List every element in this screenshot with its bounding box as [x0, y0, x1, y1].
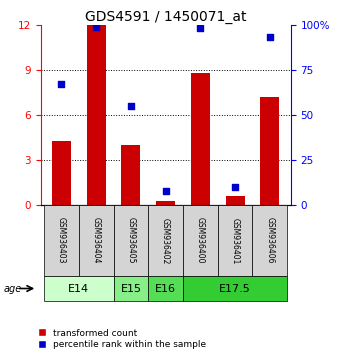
Text: E14: E14	[68, 284, 89, 293]
Point	[93, 24, 99, 29]
Text: GSM936406: GSM936406	[265, 217, 274, 264]
Bar	[225, 196, 245, 205]
Bar	[79, 205, 114, 276]
Point	[267, 35, 272, 40]
Bar	[114, 276, 148, 301]
Bar	[52, 141, 71, 205]
Bar	[252, 205, 287, 276]
Bar	[183, 205, 218, 276]
Bar	[191, 73, 210, 205]
Text: GSM936405: GSM936405	[126, 217, 136, 264]
Point	[128, 103, 134, 109]
Bar	[44, 205, 79, 276]
Point	[59, 81, 64, 87]
Point	[163, 188, 168, 194]
Bar	[148, 276, 183, 301]
Text: GSM936401: GSM936401	[231, 217, 240, 264]
Title: GDS4591 / 1450071_at: GDS4591 / 1450071_at	[85, 10, 246, 24]
Text: GSM936403: GSM936403	[57, 217, 66, 264]
Bar	[44, 276, 114, 301]
Bar	[87, 25, 106, 205]
Bar	[114, 205, 148, 276]
Bar	[183, 276, 287, 301]
Bar	[148, 205, 183, 276]
Point	[198, 25, 203, 31]
Text: GSM936404: GSM936404	[92, 217, 101, 264]
Text: E17.5: E17.5	[219, 284, 251, 293]
Bar	[156, 201, 175, 205]
Text: age: age	[3, 284, 22, 293]
Bar	[260, 97, 280, 205]
Text: GSM936402: GSM936402	[161, 217, 170, 264]
Legend: transformed count, percentile rank within the sample: transformed count, percentile rank withi…	[38, 329, 206, 349]
Point	[233, 184, 238, 190]
Bar	[218, 205, 252, 276]
Bar	[121, 145, 140, 205]
Text: GSM936400: GSM936400	[196, 217, 205, 264]
Text: E16: E16	[155, 284, 176, 293]
Text: E15: E15	[120, 284, 141, 293]
